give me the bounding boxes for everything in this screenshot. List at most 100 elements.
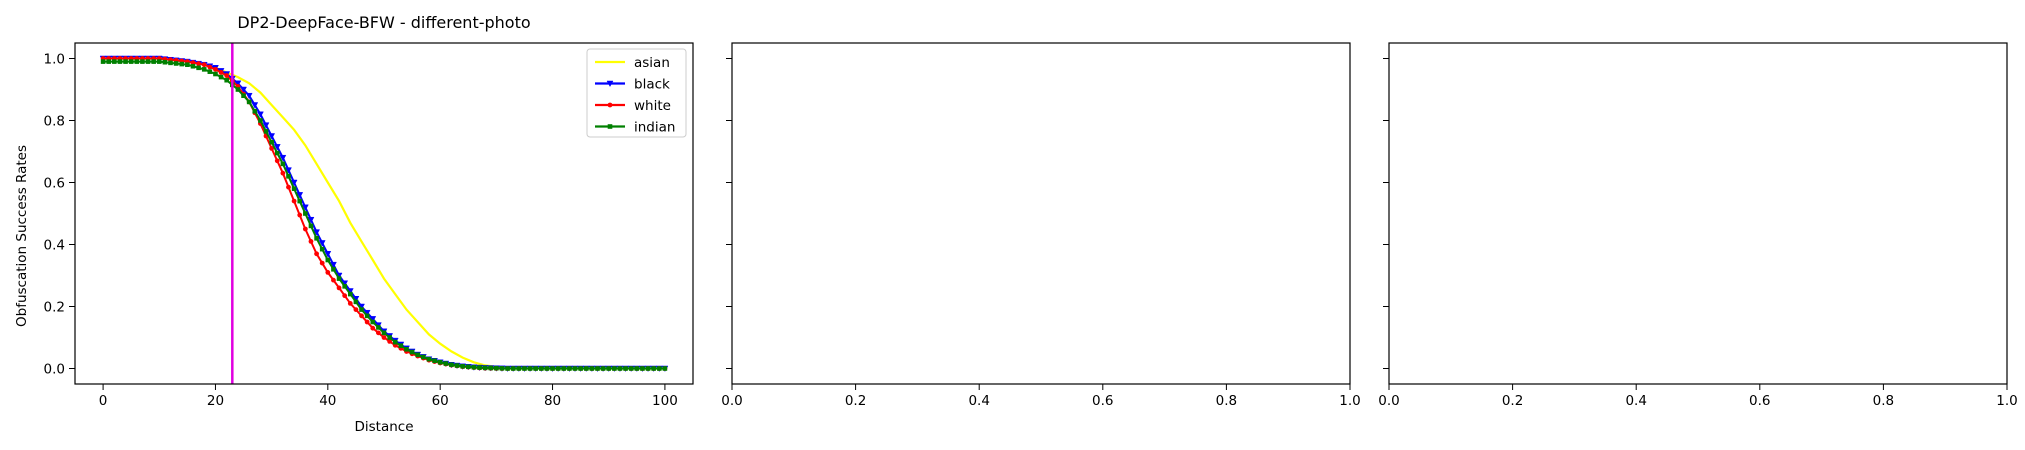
plot-area xyxy=(99,43,669,384)
data-point-white xyxy=(196,61,202,67)
x-tick-label: 0.6 xyxy=(1092,393,1113,409)
data-point-black xyxy=(307,216,315,224)
data-point-indian xyxy=(218,74,224,80)
data-point-white xyxy=(336,285,342,291)
data-point-black xyxy=(279,154,287,162)
series-line-asian xyxy=(103,57,665,370)
data-point-indian xyxy=(437,360,443,365)
y-tick-label: 0.2 xyxy=(44,300,65,316)
data-point-black xyxy=(251,102,259,109)
data-point-indian xyxy=(376,325,381,330)
data-point-white xyxy=(308,239,314,244)
data-point-indian xyxy=(494,365,499,371)
data-point-white xyxy=(364,319,370,325)
data-point-indian xyxy=(640,366,645,371)
plot-frame xyxy=(731,42,1351,385)
x-tick-label: 20 xyxy=(207,393,224,409)
x-tick-label: 1.0 xyxy=(1996,393,2017,409)
x-tick-label: 1.0 xyxy=(1339,393,1360,409)
data-point-indian xyxy=(269,139,274,145)
data-point-indian xyxy=(151,59,156,64)
chart-title: DP2-DeepFace-BFW - different-photo xyxy=(237,13,530,32)
series-line-black xyxy=(103,57,665,370)
data-point-indian xyxy=(482,365,488,371)
data-point-indian xyxy=(628,366,634,371)
data-point-indian xyxy=(252,108,258,114)
data-point-indian xyxy=(235,87,241,92)
data-point-indian xyxy=(387,335,392,340)
axis-ticks: 0.0 0.2 0.4 0.6 0.8 1.0 xyxy=(721,58,1361,409)
data-point-black xyxy=(324,251,332,258)
data-point-indian xyxy=(274,150,280,156)
data-point-indian xyxy=(623,366,628,371)
x-tick-label: 80 xyxy=(544,393,561,409)
data-point-indian xyxy=(353,299,359,305)
chart-panel-3: 0.0 0.2 0.4 0.6 0.8 1.0 xyxy=(1378,42,2018,409)
data-point-white xyxy=(314,251,319,257)
legend-box xyxy=(586,48,687,138)
data-point-indian xyxy=(106,59,112,64)
data-point-black xyxy=(301,204,309,211)
data-point-indian xyxy=(606,366,612,371)
data-point-indian xyxy=(347,291,353,297)
data-point-black xyxy=(256,111,264,118)
data-point-white xyxy=(359,313,364,319)
legend-label-black: black xyxy=(634,77,670,93)
data-point-indian xyxy=(499,366,505,371)
data-point-white xyxy=(286,184,291,190)
data-point-white xyxy=(297,212,303,218)
data-point-indian xyxy=(258,118,263,123)
y-tick-label: 0.4 xyxy=(44,238,65,254)
data-point-indian xyxy=(134,59,140,64)
data-point-black xyxy=(240,86,247,94)
data-point-indian xyxy=(286,174,291,179)
x-tick-label: 0.4 xyxy=(1625,393,1646,409)
x-tick-label: 0.0 xyxy=(1378,393,1399,409)
data-point-indian xyxy=(555,366,561,371)
data-point-white xyxy=(274,158,280,164)
data-point-indian xyxy=(112,59,117,64)
data-point-indian xyxy=(589,366,595,371)
data-point-indian xyxy=(449,362,454,368)
data-point-indian xyxy=(224,77,229,83)
data-point-indian xyxy=(342,284,347,289)
series-asian xyxy=(103,57,665,370)
data-point-indian xyxy=(656,366,662,371)
x-tick-label: 40 xyxy=(319,393,336,409)
data-point-indian xyxy=(443,361,449,366)
data-point-indian xyxy=(325,257,331,263)
data-point-white xyxy=(347,301,353,306)
data-point-indian xyxy=(522,366,527,371)
legend-marker-indian xyxy=(607,124,613,129)
data-point-indian xyxy=(488,365,494,371)
data-point-black xyxy=(313,229,321,236)
data-point-indian xyxy=(662,366,668,371)
data-point-white xyxy=(201,62,207,68)
data-point-indian xyxy=(561,366,567,371)
data-point-black xyxy=(245,92,253,100)
data-point-white xyxy=(224,73,230,78)
data-point-indian xyxy=(263,129,269,134)
x-tick-label: 0.2 xyxy=(845,393,866,409)
data-point-indian xyxy=(140,59,145,64)
data-point-indian xyxy=(465,364,471,370)
data-point-indian xyxy=(308,223,314,229)
data-point-white xyxy=(190,60,196,66)
data-point-indian xyxy=(404,346,409,352)
data-point-indian xyxy=(539,366,544,371)
data-point-indian xyxy=(213,71,218,77)
legend-marker-white xyxy=(607,102,613,108)
data-point-indian xyxy=(600,366,606,371)
data-point-indian xyxy=(572,366,578,371)
x-tick-label: 0.4 xyxy=(968,393,989,409)
data-point-black xyxy=(273,144,281,151)
data-point-indian xyxy=(128,59,134,64)
y-tick-label: 0.0 xyxy=(44,362,65,378)
data-point-white xyxy=(213,66,218,72)
data-point-white xyxy=(381,335,387,340)
data-point-indian xyxy=(117,59,123,64)
data-point-indian xyxy=(201,67,207,72)
legend-marker-black xyxy=(606,80,614,88)
data-point-indian xyxy=(567,366,572,371)
